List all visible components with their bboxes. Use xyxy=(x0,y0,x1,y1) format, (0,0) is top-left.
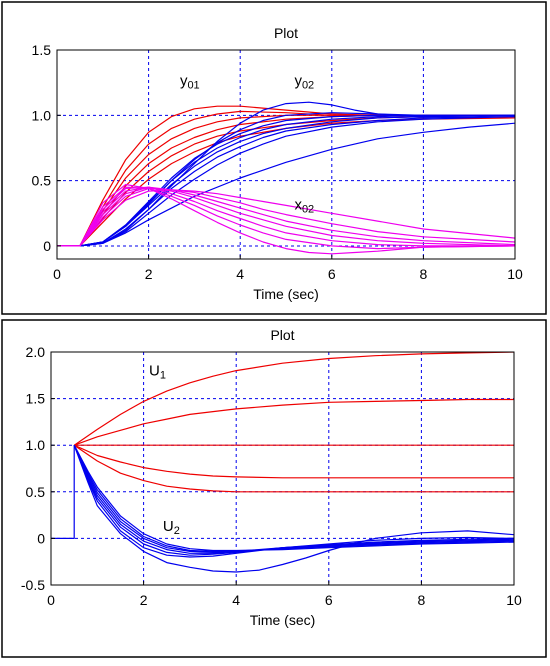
x-tick-label: 8 xyxy=(420,266,428,282)
series-line-12 xyxy=(73,444,514,552)
curve-label-main: y xyxy=(294,72,302,89)
series-line-6 xyxy=(57,101,515,247)
x-tick-label: 10 xyxy=(507,266,523,282)
y-tick-label: -0.5 xyxy=(21,577,45,593)
y-tick-label: 0 xyxy=(43,238,51,254)
curve-label-subscript: 1 xyxy=(160,369,166,381)
x-tick-label: 8 xyxy=(418,592,426,608)
series-line-15 xyxy=(57,186,515,250)
panel-frame xyxy=(1,319,547,658)
x-tick-label: 2 xyxy=(145,266,153,282)
series-line-17 xyxy=(57,186,515,247)
chart-title: Plot xyxy=(274,25,298,41)
y-tick-label: 1.5 xyxy=(32,42,52,58)
series-line-20 xyxy=(57,189,515,247)
x-tick-label: 4 xyxy=(232,592,240,608)
axes-box xyxy=(50,351,515,586)
curve-label: x02 xyxy=(294,196,314,215)
series-line-6 xyxy=(73,444,514,573)
x-axis-label: Time (sec) xyxy=(250,612,316,628)
y-tick-label: 0 xyxy=(37,530,45,546)
curve-label: y01 xyxy=(180,72,200,91)
curve-label-subscript: 02 xyxy=(302,79,314,91)
curve-label-main: x xyxy=(294,196,302,213)
series-line-4 xyxy=(73,444,514,479)
x-tick-label: 0 xyxy=(47,592,55,608)
curve-label: y02 xyxy=(294,72,314,91)
series-line-8 xyxy=(73,444,514,556)
series-line-13 xyxy=(57,122,515,247)
x-tick-label: 2 xyxy=(140,592,148,608)
y-tick-label: 1.0 xyxy=(26,437,46,453)
curve-label-main: U xyxy=(163,518,174,535)
series-line-19 xyxy=(57,187,515,247)
y-tick-label: 0.5 xyxy=(32,173,52,189)
axes-box xyxy=(56,49,516,260)
y-tick-label: 2.0 xyxy=(26,344,46,360)
y-tick-label: 1.5 xyxy=(26,391,46,407)
x-tick-label: 6 xyxy=(328,266,336,282)
series-line-14 xyxy=(57,183,515,255)
y-tick-label: 0.5 xyxy=(26,484,46,500)
x-tick-label: 6 xyxy=(325,592,333,608)
series-line-2 xyxy=(73,398,514,446)
panel-frame xyxy=(1,1,547,315)
series-line-10 xyxy=(73,444,514,554)
series-line-16 xyxy=(57,186,515,247)
curve-label-subscript: 2 xyxy=(174,525,180,537)
curve-label-subscript: 02 xyxy=(302,203,314,215)
series-line-1 xyxy=(73,352,514,446)
y-tick-label: 1.0 xyxy=(32,107,52,123)
series-group xyxy=(51,352,514,573)
series-line-18 xyxy=(57,186,515,247)
curve-label: U2 xyxy=(163,518,180,537)
series-group xyxy=(57,101,515,255)
curve-label-main: U xyxy=(149,362,160,379)
curve-label: U1 xyxy=(149,362,166,381)
curve-label-subscript: 01 xyxy=(187,79,199,91)
series-line-0 xyxy=(51,445,75,540)
x-tick-label: 10 xyxy=(506,592,522,608)
series-line-10 xyxy=(57,114,515,247)
x-tick-label: 4 xyxy=(236,266,244,282)
series-line-7 xyxy=(73,444,514,558)
x-axis-label: Time (sec) xyxy=(253,286,319,302)
series-line-5 xyxy=(73,444,514,493)
series-line-11 xyxy=(57,116,515,247)
curve-label-main: y xyxy=(180,72,188,89)
series-line-9 xyxy=(73,444,514,554)
series-line-11 xyxy=(73,444,514,553)
x-tick-label: 0 xyxy=(53,266,61,282)
chart-title: Plot xyxy=(270,327,294,343)
